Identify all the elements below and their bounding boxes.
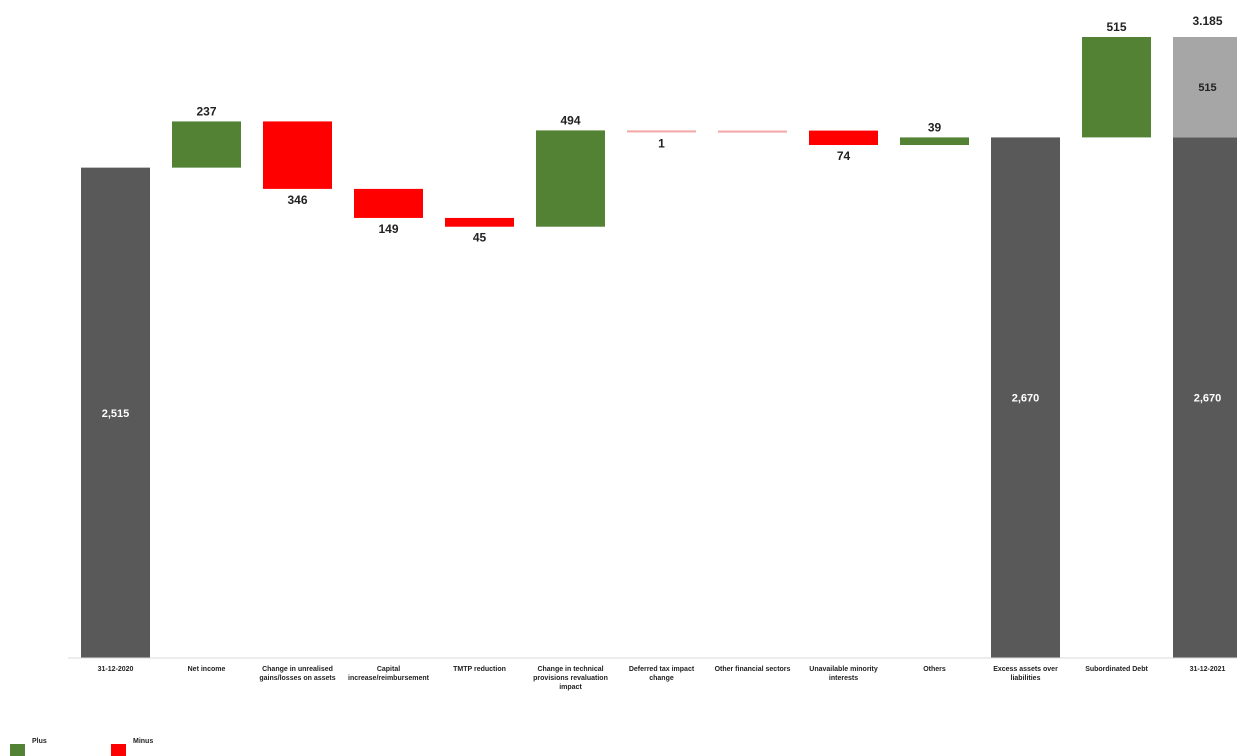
bar-deferred-tax-impact-change (627, 130, 696, 133)
bar-unavailable-minority-interests (809, 130, 878, 146)
category-label-line: Change in technical (537, 666, 603, 673)
legend-label-minus: Minus (133, 738, 154, 745)
bar-capital-increase-reimbursement-label: 149 (378, 222, 398, 236)
bar-tmtp-reduction (445, 217, 514, 227)
category-label-capital-increase-reimbursement: Capital increase/reimbursement (348, 666, 430, 682)
category-label-line: Others (923, 666, 946, 673)
waterfall-chart: 2,515 31-12-2020 237 Net income 346 Change in… (68, 14, 1237, 691)
bar-unavailable-minority-interests-label: 74 (837, 149, 851, 163)
bar-change-in-technical-provisions-revaluation-impact-label: 494 (560, 113, 580, 127)
labels-layer: 2,515 31-12-2020 237 Net income 346 Change in… (98, 14, 1226, 691)
category-label-line: impact (559, 684, 582, 691)
category-label-line: 31-12-2020 (98, 666, 134, 673)
category-label-line: liabilities (1011, 675, 1041, 682)
category-label-line: gains/losses on assets (259, 675, 335, 682)
category-label-change-in-unrealised-gains-losses-on-assets: Change in unrealised gains/losses on asse… (259, 666, 335, 682)
bar-subordinated-debt-label: 515 (1106, 20, 1126, 34)
category-label-line: Unavailable minority (809, 666, 878, 673)
category-label-line: Net income (188, 666, 226, 673)
bar-31-12-2021-segment-top-label: 515 (1198, 82, 1216, 94)
category-label-line: increase/reimbursement (348, 675, 430, 682)
category-label-line: provisions revaluation (533, 675, 608, 682)
bar-excess-assets-over-liabilities (991, 137, 1060, 659)
bars-layer (81, 37, 1237, 659)
category-label-tmtp-reduction: TMTP reduction (453, 666, 506, 673)
bar-31-12-2020 (81, 167, 150, 658)
bar-31-12-2021-total-label: 3.185 (1192, 14, 1222, 28)
category-label-excess-assets-over-liabilities: Excess assets over liabilities (993, 666, 1058, 682)
bar-31-12-2021-segment-top (1173, 37, 1237, 138)
category-label-line: TMTP reduction (453, 666, 506, 673)
bar-change-in-unrealised-gains-losses-on-assets-label: 346 (287, 193, 307, 207)
bar-31-12-2021-segment-base (1173, 137, 1237, 659)
category-label-line: Capital (377, 666, 400, 673)
category-label-line: interests (829, 675, 858, 682)
category-label-line: Other financial sectors (715, 666, 791, 673)
category-label-31-12-2020: 31-12-2020 (98, 666, 134, 673)
category-label-line: Deferred tax impact (629, 666, 695, 673)
category-label-unavailable-minority-interests: Unavailable minority interests (809, 666, 878, 682)
category-label-subordinated-debt: Subordinated Debt (1085, 666, 1148, 673)
bar-change-in-unrealised-gains-losses-on-assets (263, 121, 332, 189)
bar-capital-increase-reimbursement (354, 188, 423, 218)
category-label-net-income: Net income (188, 666, 226, 673)
category-label-line: Excess assets over (993, 666, 1058, 673)
legend: Plus Minus (10, 738, 230, 756)
category-label-deferred-tax-impact-change: Deferred tax impact change (629, 666, 695, 682)
bar-change-in-technical-provisions-revaluation-impact (536, 130, 605, 227)
category-label-line: 31-12-2021 (1190, 666, 1226, 673)
bar-tmtp-reduction-label: 45 (473, 231, 487, 245)
legend-swatch-plus (10, 744, 25, 756)
category-label-other-financial-sectors: Other financial sectors (715, 666, 791, 673)
bar-others (900, 137, 969, 146)
legend-label-plus: Plus (32, 738, 47, 745)
bar-subordinated-debt (1082, 37, 1151, 138)
bar-net-income (172, 121, 241, 168)
bar-deferred-tax-impact-change-label: 1 (658, 136, 665, 150)
bar-others-label: 39 (928, 120, 942, 134)
bar-excess-assets-over-liabilities-label: 2,670 (1012, 393, 1040, 405)
category-label-change-in-technical-provisions-revaluation-impact: Change in technical provisions revaluatio… (533, 666, 608, 691)
category-label-line: Change in unrealised (262, 666, 333, 673)
category-label-line: Subordinated Debt (1085, 666, 1148, 673)
category-label-31-12-2021: 31-12-2021 (1190, 666, 1226, 673)
bar-net-income-label: 237 (196, 104, 216, 118)
category-label-line: change (649, 675, 674, 682)
bar-31-12-2020-label: 2,515 (102, 408, 130, 420)
category-label-others: Others (923, 666, 946, 673)
bar-other-financial-sectors (718, 130, 787, 133)
legend-swatch-minus (111, 744, 126, 756)
bar-31-12-2021-segment-base-label: 2,670 (1194, 393, 1222, 405)
